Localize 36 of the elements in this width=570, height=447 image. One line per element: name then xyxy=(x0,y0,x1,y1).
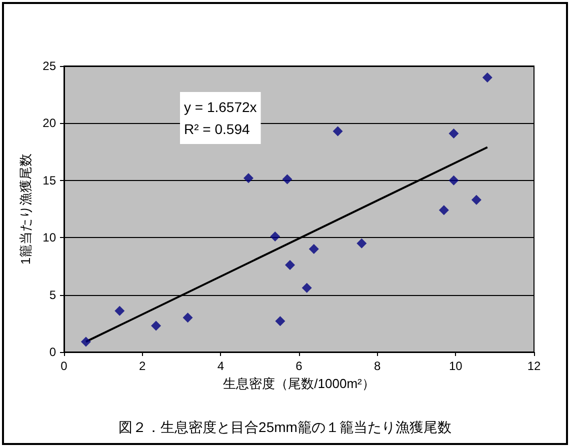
x-tick-label: 0 xyxy=(60,359,68,373)
x-tick-label: 6 xyxy=(296,359,303,373)
x-tick-label: 10 xyxy=(448,359,463,373)
point xyxy=(151,320,162,331)
point xyxy=(282,174,292,184)
x-tick-label: 4 xyxy=(217,359,224,373)
point xyxy=(448,128,459,138)
y-tick-label: 10 xyxy=(42,230,56,245)
point xyxy=(308,244,319,254)
point xyxy=(471,194,482,205)
point xyxy=(284,260,295,270)
point xyxy=(482,72,492,82)
point xyxy=(332,126,343,136)
x-tick-label: 8 xyxy=(374,359,381,373)
point xyxy=(270,231,280,242)
x-tick-label: 2 xyxy=(138,359,146,373)
y-tick-label: 15 xyxy=(42,173,56,188)
point xyxy=(448,175,459,186)
text: 図２．生息密度と目合25mm籠の１籠当たり漁獲尾数 xyxy=(118,419,452,435)
x-tick-label: 12 xyxy=(527,359,541,373)
point xyxy=(80,336,91,347)
point xyxy=(243,173,254,184)
y-axis-title: 1籠当たり漁獲尾数 xyxy=(18,153,33,265)
point xyxy=(182,312,193,323)
point xyxy=(438,205,449,216)
y-tick-label: 20 xyxy=(42,116,56,130)
x-axis-title: 生息密度（尾数/1000m²） xyxy=(223,376,375,391)
annotation: y = 1.6572x xyxy=(184,99,257,115)
y-tick-label: 0 xyxy=(49,345,56,359)
point xyxy=(356,238,367,248)
point xyxy=(114,306,125,316)
annotation: R² = 0.594 xyxy=(184,121,250,137)
point xyxy=(302,282,312,293)
point xyxy=(275,316,286,326)
y-tick-label: 5 xyxy=(49,288,56,302)
y-tick-label: 25 xyxy=(42,59,56,73)
